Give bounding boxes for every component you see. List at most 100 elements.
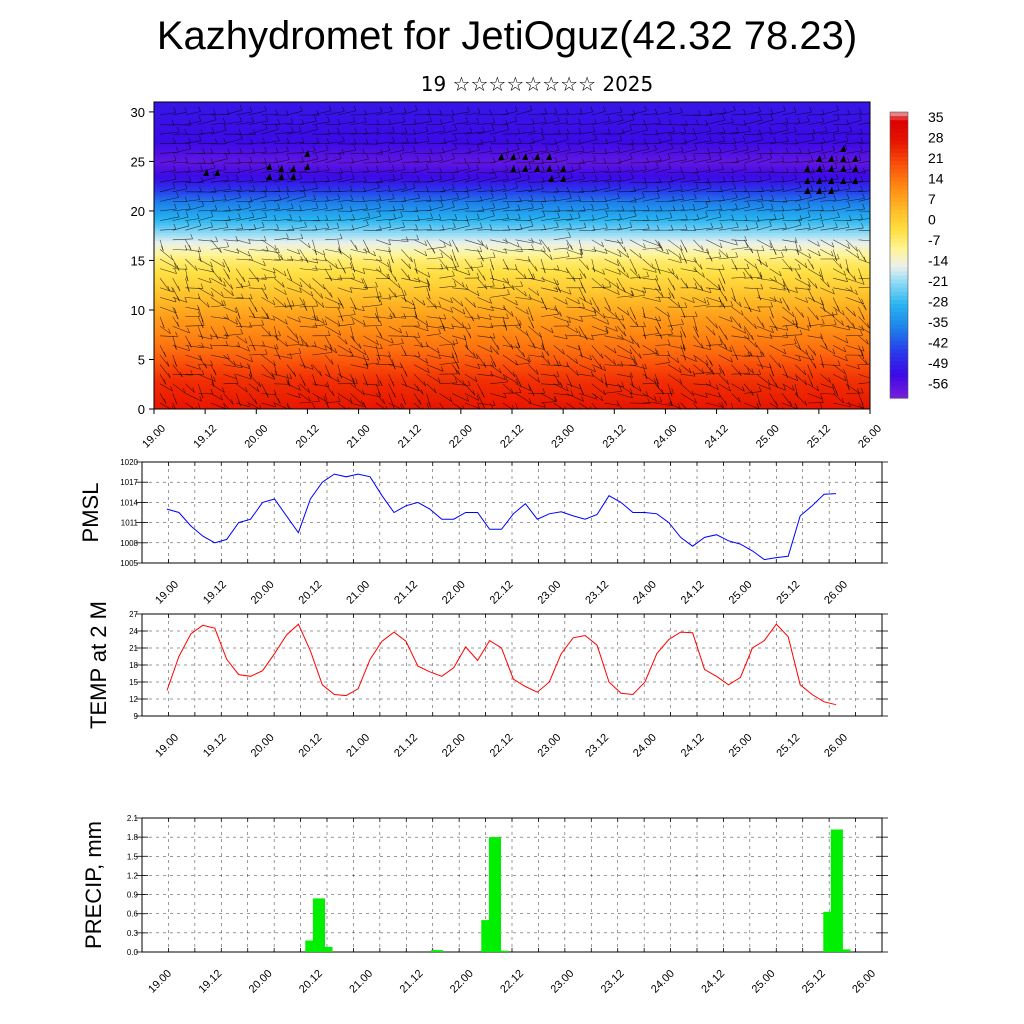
- pmsl-xtick-10: 24.00: [631, 579, 659, 607]
- precip-xtick-9: 23.12: [599, 968, 627, 996]
- heatmap-xtick-5: 21.12: [396, 423, 424, 451]
- warm-cell-6: [644, 345, 697, 409]
- colorbar-label-4: 7: [928, 191, 936, 207]
- precip-xtick-7: 22.12: [498, 968, 526, 996]
- pmsl-xtick-14: 26.00: [822, 579, 850, 607]
- precip-ylabel: PRECIP, mm: [81, 821, 106, 949]
- precip-xtick-14: 26.00: [850, 968, 878, 996]
- heatmap-xtick-2: 20.00: [242, 423, 270, 451]
- precip-xtick-1: 19.12: [196, 968, 224, 996]
- pmsl-xtick-7: 22.12: [488, 579, 516, 607]
- precip-xtick-10: 24.00: [649, 968, 677, 996]
- pmsl-xtick-6: 22.00: [440, 579, 468, 607]
- temp-xtick-13: 25.12: [774, 732, 802, 760]
- colorbar-label-3: 14: [928, 171, 944, 187]
- heatmap-xtick-12: 25.00: [754, 423, 782, 451]
- pmsl-ytick-5: 1020: [120, 458, 138, 467]
- wind-pennants: [203, 145, 858, 194]
- heatmap-xtick-1: 19.12: [191, 423, 219, 451]
- precip-xtick-4: 21.00: [347, 968, 375, 996]
- pmsl-ylabel: PMSL: [78, 483, 103, 543]
- pmsl-xtick-5: 21.12: [392, 579, 420, 607]
- chart-subtitle: 19 ☆☆☆☆☆☆☆☆ 2025: [420, 72, 654, 96]
- precip-xtick-13: 25.12: [800, 968, 828, 996]
- temp-xtick-0: 19.00: [153, 732, 181, 760]
- colorbar-label-13: -56: [928, 376, 948, 392]
- precip-ytick-6: 1.8: [127, 833, 139, 842]
- temp-ylabel: TEMP at 2 M: [86, 601, 111, 729]
- temp-ytick-3: 18: [129, 661, 138, 670]
- colorbar-label-0: 35: [928, 109, 944, 125]
- warm-cell-1: [194, 337, 247, 409]
- heatmap-xtick-13: 25.12: [805, 423, 833, 451]
- precip-ytick-2: 0.6: [127, 910, 139, 919]
- temp-xtick-2: 20.00: [249, 732, 277, 760]
- heatmap-xtick-3: 20.12: [294, 423, 322, 451]
- temp-xtick-1: 19.12: [201, 732, 229, 760]
- warm-cell-3: [358, 345, 411, 409]
- pmsl-xtick-13: 25.12: [774, 579, 802, 607]
- colorbar-label-5: 0: [928, 212, 936, 228]
- colorbar-label-11: -42: [928, 335, 948, 351]
- heatmap-ytick-6: 30: [131, 105, 145, 120]
- precip-ytick-1: 0.3: [127, 929, 139, 938]
- pmsl-ytick-4: 1017: [120, 478, 138, 487]
- colorbar-label-6: -7: [928, 232, 941, 248]
- heatmap-ytick-2: 10: [131, 303, 145, 318]
- pmsl-ytick-0: 1005: [120, 559, 138, 568]
- heatmap-ytick-5: 25: [131, 154, 145, 169]
- precip-ytick-3: 0.9: [127, 891, 139, 900]
- temp-ticks: [136, 613, 888, 717]
- temp-xtick-4: 21.00: [344, 732, 372, 760]
- precip-bar-8: [830, 829, 843, 952]
- pmsl-series-line: [166, 473, 837, 561]
- heatmap-ytick-0: 0: [138, 402, 145, 417]
- heatmap-xtick-7: 22.12: [498, 423, 526, 451]
- colorbar-label-8: -21: [928, 273, 948, 289]
- heatmap-xtick-14: 26.00: [856, 423, 884, 451]
- temp-grid: [142, 613, 882, 717]
- colorbar-label-9: -28: [928, 294, 948, 310]
- precip-bar-3: [431, 950, 444, 952]
- temp-ytick-4: 21: [129, 644, 138, 653]
- precip-xtick-2: 20.00: [247, 968, 275, 996]
- pmsl-ytick-1: 1008: [120, 539, 138, 548]
- precip-ytick-7: 2.1: [127, 814, 139, 823]
- colorbar-frame: [889, 111, 909, 399]
- pmsl-ytick-3: 1014: [120, 498, 138, 507]
- heatmap-panel: 0 5 10 15 20 25 30 19.00 19.12 20.00 20.12 21.00 21.…: [131, 101, 884, 451]
- temp-xtick-14: 26.00: [822, 732, 850, 760]
- temp-xtick-8: 23.00: [535, 732, 563, 760]
- heatmap-xtick-0: 19.00: [140, 423, 168, 451]
- precip-bar-2: [320, 946, 333, 952]
- temp-xtick-3: 20.12: [297, 732, 325, 760]
- colorbar-label-7: -14: [928, 253, 948, 269]
- precip-xtick-5: 21.12: [398, 968, 426, 996]
- precip-xtick-6: 22.00: [448, 968, 476, 996]
- heatmap-xtick-4: 21.00: [345, 423, 373, 451]
- precip-bar-6: [496, 950, 509, 952]
- precip-xtick-11: 24.12: [699, 968, 727, 996]
- precip-ytick-0: 0.0: [127, 948, 139, 957]
- temp-xtick-7: 22.12: [488, 732, 516, 760]
- heatmap-xtick-10: 24.00: [652, 423, 680, 451]
- precip-xtick-12: 25.00: [750, 968, 778, 996]
- pmsl-xtick-8: 23.00: [535, 579, 563, 607]
- chart-title: Kazhydromet for JetiOguz(42.32 78.23): [156, 14, 858, 58]
- heatmap-xtick-6: 22.00: [447, 423, 475, 451]
- pmsl-xtick-9: 23.12: [583, 579, 611, 607]
- temp-ytick-5: 24: [129, 627, 138, 636]
- pmsl-xtick-0: 19.00: [153, 579, 181, 607]
- heatmap-ytick-1: 5: [138, 352, 145, 367]
- temp-xtick-10: 24.00: [631, 732, 659, 760]
- precip-xtick-0: 19.00: [146, 968, 174, 996]
- pmsl-xtick-12: 25.00: [727, 579, 755, 607]
- warm-cell-7: [685, 361, 738, 409]
- temp-ytick-2: 15: [129, 678, 138, 687]
- colorbar-label-12: -49: [928, 355, 948, 371]
- precip-bar-1: [312, 898, 325, 952]
- pmsl-ytick-2: 1011: [121, 519, 139, 528]
- precip-bar-9: [838, 949, 851, 952]
- temp-xtick-5: 21.12: [392, 732, 420, 760]
- precip-panel: 0.0 0.3 0.6 0.9 1.2 1.5 1.8 2.1 19.00 19.12 20.00 2…: [81, 814, 888, 996]
